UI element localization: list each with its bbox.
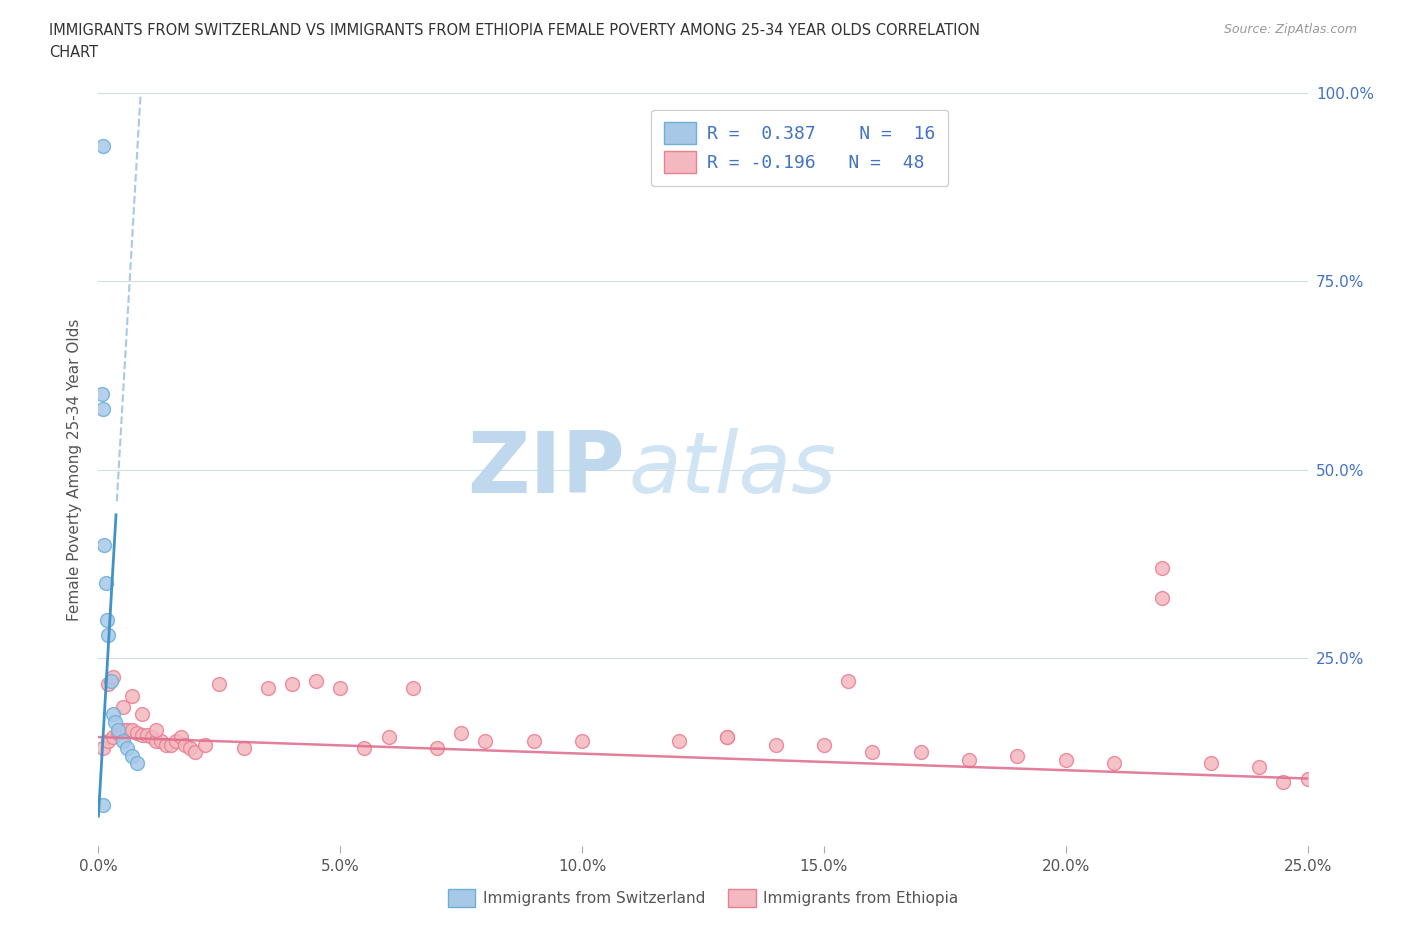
Point bbox=[160, 737, 183, 752]
Point bbox=[305, 673, 328, 688]
Point bbox=[150, 734, 173, 749]
Point bbox=[813, 737, 835, 752]
Point bbox=[127, 726, 149, 741]
Point bbox=[281, 677, 304, 692]
Point bbox=[1272, 775, 1295, 790]
Point bbox=[101, 730, 124, 745]
Point bbox=[474, 734, 496, 749]
Point bbox=[329, 681, 352, 696]
Point bbox=[121, 722, 143, 737]
Text: atlas: atlas bbox=[628, 428, 837, 512]
Point bbox=[256, 681, 278, 696]
Point bbox=[145, 722, 167, 737]
Legend: R =  0.387    N =  16, R = -0.196   N =  48: R = 0.387 N = 16, R = -0.196 N = 48 bbox=[651, 110, 948, 186]
Point bbox=[127, 756, 149, 771]
Point bbox=[1007, 749, 1029, 764]
Point bbox=[174, 737, 197, 752]
Point bbox=[141, 730, 163, 745]
Point bbox=[377, 730, 399, 745]
Point bbox=[107, 722, 129, 737]
Point bbox=[353, 741, 375, 756]
Point bbox=[402, 681, 425, 696]
Point bbox=[104, 714, 127, 729]
Point bbox=[96, 613, 118, 628]
Point bbox=[165, 734, 187, 749]
Point bbox=[1054, 752, 1077, 767]
Point bbox=[91, 387, 114, 402]
Y-axis label: Female Poverty Among 25-34 Year Olds: Female Poverty Among 25-34 Year Olds bbox=[67, 318, 83, 621]
Point bbox=[121, 749, 143, 764]
Point bbox=[765, 737, 787, 752]
Point bbox=[1296, 771, 1319, 786]
Point bbox=[97, 677, 120, 692]
Point bbox=[91, 139, 114, 153]
Point bbox=[1199, 756, 1222, 771]
Point bbox=[1249, 760, 1271, 775]
Point bbox=[94, 575, 117, 591]
Point bbox=[131, 727, 153, 742]
Point bbox=[107, 726, 129, 741]
Point bbox=[101, 670, 124, 684]
Point bbox=[169, 730, 191, 745]
Text: ZIP: ZIP bbox=[467, 428, 624, 512]
Point bbox=[426, 741, 449, 756]
Point bbox=[91, 402, 114, 417]
Point bbox=[1102, 756, 1125, 771]
Point bbox=[121, 688, 143, 703]
Point bbox=[571, 734, 593, 749]
Point bbox=[93, 538, 115, 552]
Point bbox=[1152, 560, 1174, 575]
Point bbox=[957, 752, 980, 767]
Point bbox=[716, 730, 738, 745]
Point bbox=[450, 726, 472, 741]
Point bbox=[117, 741, 139, 756]
Point bbox=[179, 741, 201, 756]
Point bbox=[232, 741, 254, 756]
Point bbox=[155, 737, 177, 752]
Point bbox=[91, 797, 114, 812]
Text: Source: ZipAtlas.com: Source: ZipAtlas.com bbox=[1223, 23, 1357, 36]
Point bbox=[111, 734, 134, 749]
Point bbox=[117, 722, 139, 737]
Point bbox=[837, 673, 859, 688]
Point bbox=[184, 745, 207, 760]
Point bbox=[194, 737, 217, 752]
Text: IMMIGRANTS FROM SWITZERLAND VS IMMIGRANTS FROM ETHIOPIA FEMALE POVERTY AMONG 25-: IMMIGRANTS FROM SWITZERLAND VS IMMIGRANT… bbox=[49, 23, 980, 38]
Point bbox=[91, 741, 114, 756]
Point bbox=[97, 628, 120, 643]
Legend: Immigrants from Switzerland, Immigrants from Ethiopia: Immigrants from Switzerland, Immigrants … bbox=[441, 884, 965, 913]
Point bbox=[145, 734, 167, 749]
Point bbox=[111, 722, 134, 737]
Point bbox=[716, 730, 738, 745]
Point bbox=[131, 707, 153, 722]
Point bbox=[101, 707, 124, 722]
Text: CHART: CHART bbox=[49, 45, 98, 60]
Point bbox=[910, 745, 932, 760]
Point bbox=[1152, 591, 1174, 605]
Point bbox=[97, 734, 120, 749]
Point bbox=[668, 734, 690, 749]
Point bbox=[860, 745, 883, 760]
Point bbox=[111, 699, 134, 714]
Point bbox=[523, 734, 546, 749]
Point bbox=[135, 727, 157, 742]
Point bbox=[100, 673, 122, 688]
Point bbox=[208, 677, 231, 692]
